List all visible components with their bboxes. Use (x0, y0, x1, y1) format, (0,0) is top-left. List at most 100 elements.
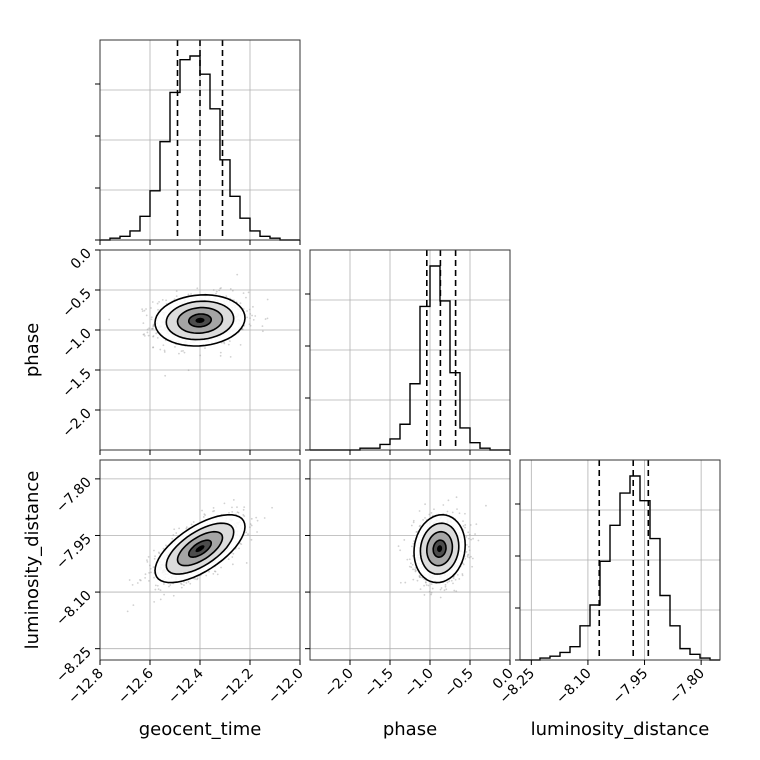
scatter-point (163, 593, 165, 596)
scatter-point (219, 351, 222, 354)
scatter-point (228, 340, 231, 343)
histogram-bar (200, 74, 210, 240)
y-axis-label-phase: phase (22, 323, 43, 377)
scatter-point (399, 581, 402, 584)
histogram-bar (410, 384, 420, 450)
scatter-point (152, 324, 155, 327)
scatter-point (468, 533, 471, 536)
scatter-point (245, 562, 248, 564)
scatter-point (467, 545, 470, 548)
scatter-point (464, 512, 466, 515)
x-tick-label: −12.2 (215, 666, 257, 708)
density-peak (437, 545, 443, 553)
contour-line (419, 522, 460, 575)
scatter-point (410, 524, 413, 527)
scatter-point (146, 560, 149, 563)
scatter-point (419, 576, 422, 579)
scatter-point (418, 510, 421, 512)
scatter-point (408, 558, 411, 561)
scatter-point (237, 511, 240, 514)
scatter-point (240, 543, 243, 546)
scatter-point (172, 534, 175, 536)
scatter-point (148, 564, 151, 567)
scatter-point (241, 328, 244, 331)
scatter-point (249, 523, 252, 525)
scatter-point (208, 570, 210, 573)
scatter-point (194, 578, 197, 580)
scatter-point (422, 518, 424, 521)
x-tick-label: −7.95 (610, 666, 652, 708)
scatter-point (225, 295, 228, 298)
scatter-point (410, 545, 413, 548)
scatter-point (219, 287, 222, 290)
scatter-point (190, 293, 192, 295)
scatter-point (467, 531, 470, 534)
scatter-point (416, 530, 419, 533)
scatter-point (152, 325, 155, 328)
scatter-point (149, 567, 152, 570)
x-tick-label: −12.4 (165, 665, 207, 707)
histogram-bar (180, 60, 190, 240)
scatter-point (452, 582, 454, 585)
histogram-frame-phase (309, 249, 511, 451)
scatter-point (446, 510, 449, 513)
scatter-point (464, 524, 467, 526)
scatter-point (246, 310, 248, 312)
scatter-point (236, 273, 239, 276)
scatter-point (151, 301, 154, 303)
scatter-point (147, 334, 150, 337)
scatter-point (145, 308, 147, 310)
scatter-point (173, 528, 176, 531)
scatter-point (433, 508, 435, 511)
histogram-bar (670, 626, 680, 660)
scatter-point (239, 542, 241, 545)
x-tick-label: −0.5 (441, 666, 476, 701)
scatter-point (444, 585, 447, 588)
scatter-point (159, 348, 162, 351)
scatter-point (164, 374, 167, 377)
scatter-point (445, 588, 448, 591)
scatter-point (450, 579, 453, 582)
scatter-point (146, 331, 149, 334)
scatter-point (185, 526, 188, 529)
scatter-point (126, 610, 129, 613)
scatter-point (423, 594, 426, 596)
scatter-point (418, 525, 421, 528)
scatter-point (266, 317, 269, 320)
scatter-point (171, 537, 174, 540)
scatter-point (462, 520, 464, 523)
scatter-point (427, 584, 430, 587)
histogram-bar (130, 231, 140, 240)
scatter-point (475, 523, 478, 526)
scatter-point (404, 581, 407, 584)
scatter-point (485, 504, 487, 507)
scatter-point (229, 288, 232, 290)
contour-line (188, 313, 212, 328)
scatter-point (196, 287, 199, 290)
scatter-point (214, 570, 217, 573)
histogram-panel-geocent_time (100, 40, 300, 241)
scatter-point (163, 583, 165, 585)
scatter-point (397, 545, 400, 548)
scatter-point (145, 314, 148, 317)
scatter-point (419, 588, 422, 591)
scatter-point (150, 327, 153, 330)
scatter-point (175, 295, 178, 297)
x-tick-label: −12.6 (115, 665, 157, 707)
scatter-point (248, 308, 251, 311)
scatter-point (266, 298, 269, 301)
scatter-point (439, 596, 442, 599)
scatter-point (152, 335, 154, 338)
histogram-bar (630, 476, 640, 660)
scatter-point (239, 343, 242, 346)
scatter-point (139, 579, 142, 582)
scatter-point (144, 576, 147, 579)
histogram-bar (560, 652, 570, 660)
scatter-point (249, 324, 252, 327)
histogram-bar (620, 493, 630, 660)
scatter-point (157, 308, 159, 311)
scatter-point (464, 557, 467, 560)
scatter-point (461, 574, 464, 577)
scatter-point (246, 316, 248, 319)
scatter-point (411, 563, 414, 566)
